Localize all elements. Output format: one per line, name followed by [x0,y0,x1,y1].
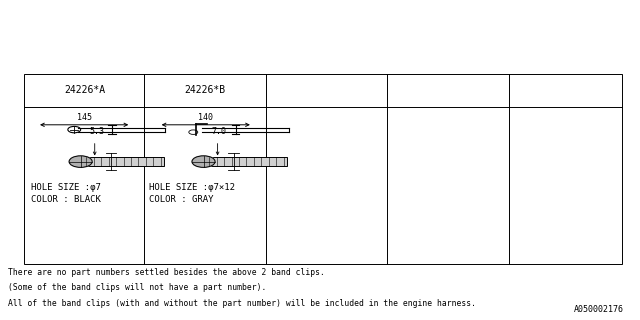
Text: COLOR : GRAY: COLOR : GRAY [149,196,214,204]
Text: 5.3: 5.3 [90,127,104,136]
Text: 145: 145 [77,113,92,122]
Text: (Some of the band clips will not have a part number).: (Some of the band clips will not have a … [8,284,266,292]
Text: All of the band clips (with and without the part number) will be included in the: All of the band clips (with and without … [8,299,476,308]
Text: A050002176: A050002176 [574,305,624,314]
Circle shape [192,156,215,167]
Bar [206,157,287,166]
Text: COLOR : BLACK: COLOR : BLACK [31,196,100,204]
Text: 24226*B: 24226*B [184,85,225,95]
Circle shape [69,156,92,167]
Text: 24226*A: 24226*A [64,85,105,95]
Bar [24,74,622,264]
Text: HOLE SIZE :φ7: HOLE SIZE :φ7 [31,183,100,192]
Text: 140: 140 [198,113,213,122]
Text: HOLE SIZE :φ7×12: HOLE SIZE :φ7×12 [149,183,235,192]
Text: 7.0: 7.0 [211,127,226,136]
Text: There are no part numbers settled besides the above 2 band clips.: There are no part numbers settled beside… [8,268,324,277]
Bar [83,157,164,166]
